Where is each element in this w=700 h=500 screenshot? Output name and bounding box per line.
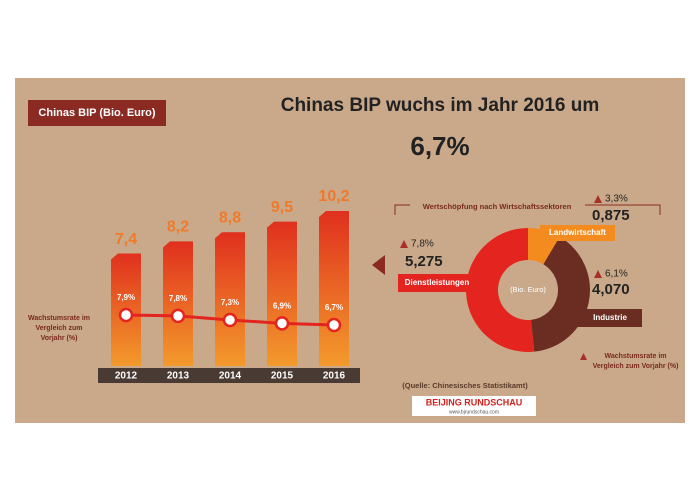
arrow: [372, 255, 385, 275]
rate-label: 6,7%: [325, 303, 343, 312]
growth-label: 3,3%: [605, 194, 628, 205]
headline: Chinas BIP wuchs im Jahr 2016 um: [281, 95, 600, 116]
label-box: [28, 100, 166, 126]
x-tick-label: 2013: [167, 371, 190, 382]
rate-point: [326, 317, 342, 333]
x-tick-label: 2014: [219, 371, 242, 382]
rate-point: [222, 312, 238, 328]
rate-point: [170, 308, 186, 324]
growth-label: 7,8%: [411, 239, 434, 250]
growth-icon: [594, 195, 602, 203]
growth-icon: [400, 240, 408, 248]
pie-slice: [531, 236, 590, 352]
bracket-gap: [410, 200, 585, 212]
rate-label: 7,8%: [169, 294, 187, 303]
rate-label: 7,3%: [221, 298, 239, 307]
value-label: 8,8: [219, 209, 241, 226]
logo-url: www.bjrundschau.com: [449, 409, 499, 415]
category-label: Landwirtschaft: [549, 228, 606, 237]
axis-band: [98, 368, 360, 383]
value-label: 5,275: [405, 253, 443, 270]
category-label: Dienstleistungen: [405, 278, 470, 287]
bar: [267, 221, 297, 366]
value-label: 8,2: [167, 219, 189, 236]
pie-title: Wertschöpfung nach Wirtschaftssektoren: [423, 202, 572, 211]
bar: [215, 232, 245, 366]
category-box: [540, 225, 615, 241]
rate-point: [118, 307, 134, 323]
category-label: Industrie: [593, 313, 627, 322]
value-label: 9,5: [271, 199, 293, 216]
x-tick-label: 2015: [271, 371, 294, 382]
source: (Quelle: Chinesisches Statistikamt): [402, 381, 528, 390]
headline-value: 6,7%: [410, 131, 469, 161]
value-label: 7,4: [115, 231, 137, 248]
x-tick-label: 2012: [115, 371, 138, 382]
value-label: 0,875: [592, 207, 630, 224]
rate-label: 7,9%: [117, 293, 135, 302]
rate-point: [274, 316, 290, 331]
logo-box: [412, 396, 536, 416]
center-label: (Bio. Euro): [510, 285, 546, 294]
bar: [163, 241, 193, 366]
category-box: [578, 309, 642, 327]
category-box: [398, 274, 476, 292]
growth-label: 6,1%: [605, 269, 628, 280]
bar-chart-title: Chinas BIP (Bio. Euro): [38, 107, 155, 119]
x-tick-label: 2016: [323, 371, 346, 382]
pie-slice: [465, 228, 535, 352]
rate-note: Wachstumsrate im Vergleich zum Vorjahr (…: [28, 315, 90, 342]
value-label: 10,2: [318, 188, 349, 205]
growth-icon: [594, 270, 602, 278]
note-icon: [580, 353, 587, 360]
rate-label: 6,9%: [273, 301, 291, 310]
value-label: 4,070: [592, 281, 630, 298]
logo-name: BEIJING RUNDSCHAU: [426, 397, 523, 407]
growth-note: Wachstumsrate im Vergleich zum Vorjahr (…: [592, 353, 679, 370]
bar: [319, 211, 349, 366]
